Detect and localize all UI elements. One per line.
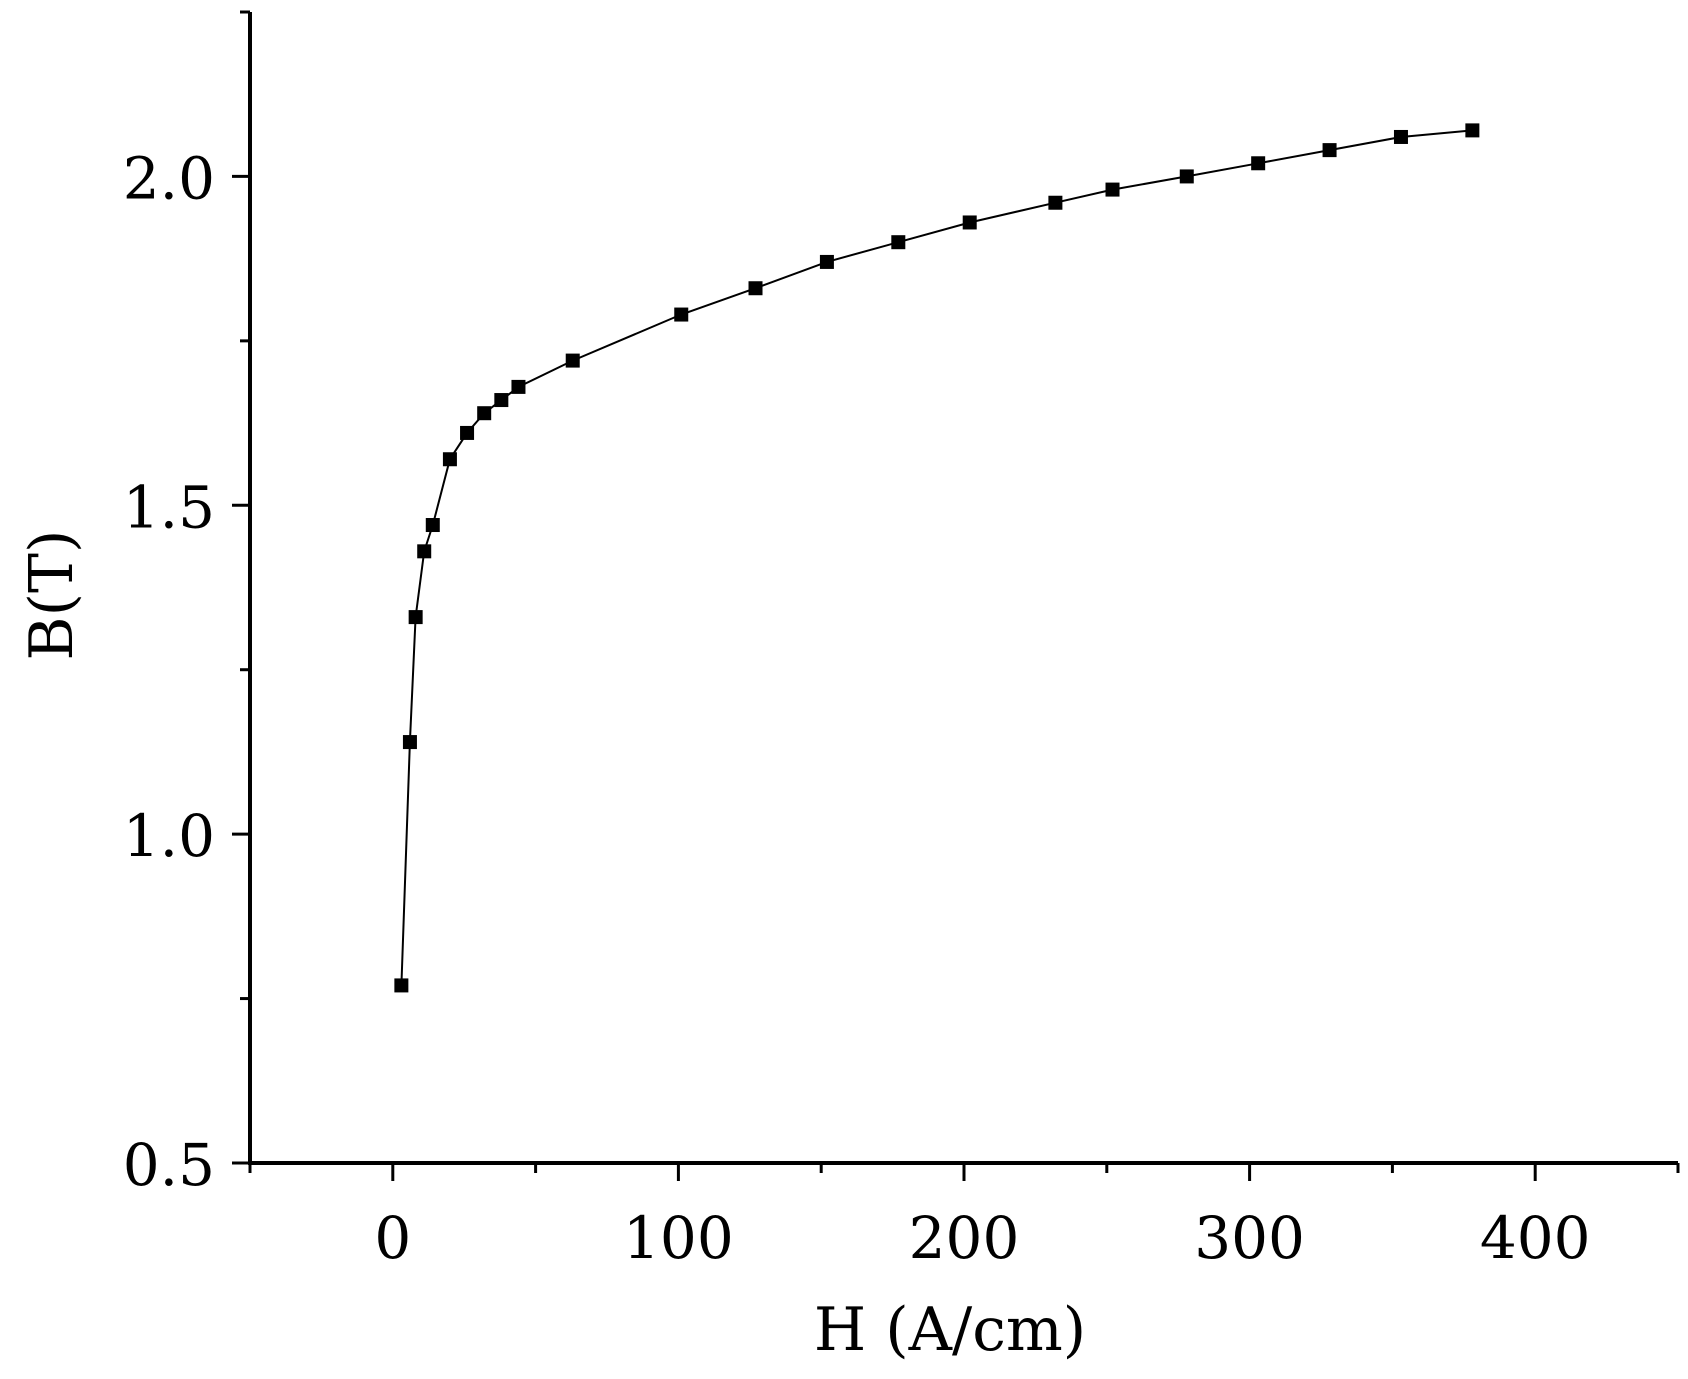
x-tick-label: 0 [374, 1204, 411, 1272]
data-point [1322, 143, 1337, 158]
data-point [565, 353, 580, 368]
x-tick-label: 400 [1480, 1204, 1591, 1272]
x-tick-label: 300 [1194, 1204, 1305, 1272]
x-axis-title: H (A/cm) [814, 1295, 1086, 1365]
x-tick-label: 200 [909, 1204, 1020, 1272]
data-point [1393, 129, 1408, 144]
data-point [1048, 195, 1063, 210]
data-point [1105, 182, 1120, 197]
data-point [408, 610, 423, 625]
data-point [748, 281, 763, 296]
data-point [394, 978, 409, 993]
y-tick-label: 0.5 [123, 1131, 215, 1199]
series-group [394, 123, 1480, 993]
data-point [962, 215, 977, 230]
y-axis-ticks: 0.5 1.0 1.5 2.0 [123, 10, 250, 1199]
data-point [511, 379, 526, 394]
data-point [425, 518, 440, 533]
y-tick-label: 2.0 [123, 144, 215, 212]
x-tick-label: 100 [623, 1204, 734, 1272]
data-point [1465, 123, 1480, 138]
data-point [417, 544, 432, 559]
data-point [402, 735, 417, 750]
axes [248, 12, 1678, 1165]
data-point [674, 307, 689, 322]
data-point [460, 425, 475, 440]
data-point [494, 393, 509, 408]
y-tick-label: 1.5 [123, 473, 215, 541]
data-point [442, 452, 457, 467]
data-point [891, 235, 906, 250]
series-line [400, 129, 1473, 986]
data-point [477, 406, 492, 421]
data-point [1179, 169, 1194, 184]
y-axis-title: B(T) [17, 530, 87, 661]
y-tick-label: 1.0 [123, 802, 215, 870]
data-point [1251, 156, 1266, 171]
x-axis-ticks: 0 100 200 300 400 [248, 1163, 1680, 1272]
data-point [819, 254, 834, 269]
